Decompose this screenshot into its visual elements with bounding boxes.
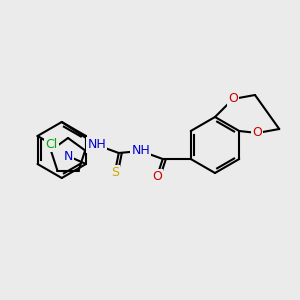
Text: N: N	[63, 149, 73, 163]
Text: Cl: Cl	[45, 137, 58, 151]
Text: NH: NH	[131, 145, 150, 158]
Text: O: O	[228, 92, 238, 106]
Text: O: O	[252, 127, 262, 140]
Text: S: S	[111, 167, 119, 179]
Text: N: N	[63, 149, 73, 163]
Text: NH: NH	[87, 139, 106, 152]
Text: O: O	[152, 170, 162, 184]
